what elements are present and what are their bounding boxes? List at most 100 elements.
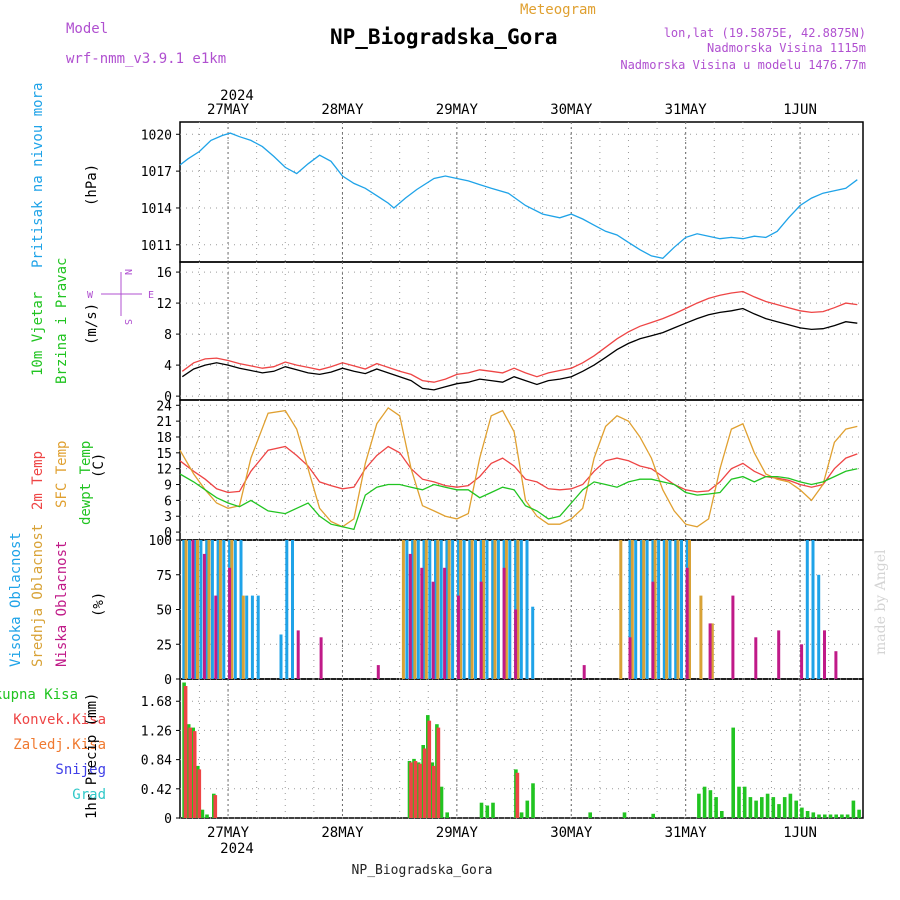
temp-ylabel-sfc: SFC Temp <box>54 441 70 508</box>
series-bar <box>642 540 646 679</box>
series-bar <box>851 800 856 818</box>
series-bar <box>184 540 188 679</box>
series-bar <box>662 540 666 679</box>
temp-ylabel-dewpt: dewpt Temp <box>78 441 94 525</box>
ytick-label: 0 <box>164 390 172 405</box>
series-bar <box>256 595 260 679</box>
series-bar <box>782 797 787 818</box>
series-line <box>179 407 858 528</box>
xtick-label-top: 30MAY <box>550 102 593 118</box>
series-bar <box>245 595 249 679</box>
series-bar <box>765 793 770 818</box>
series-bar <box>811 812 816 818</box>
series-bar <box>748 797 753 818</box>
series-bar <box>210 540 214 679</box>
series-bar <box>823 630 826 679</box>
ytick-label: 50 <box>156 604 172 619</box>
xtick-label-top: 29MAY <box>436 102 479 118</box>
series-bar <box>742 786 747 818</box>
series-bar <box>628 637 632 679</box>
legend-east: E <box>148 290 154 301</box>
series-bar <box>800 644 804 680</box>
series-bar <box>213 795 218 818</box>
series-bar <box>708 623 712 679</box>
series-bar <box>205 814 209 818</box>
series-bar <box>817 814 821 818</box>
series-bar <box>482 540 485 679</box>
series-bar <box>800 807 804 818</box>
panel-frames <box>179 121 864 819</box>
series-bar <box>516 540 520 679</box>
series-bar <box>408 553 412 679</box>
xtick-label-bottom: 31MAY <box>665 825 708 841</box>
elevation-text: Nadmorska Visina 1115m <box>707 41 866 55</box>
series-bar <box>485 805 490 818</box>
ytick-label: 25 <box>156 638 172 653</box>
series-bar <box>319 637 323 679</box>
legend-frozen-rain: Zaledj.Kisa <box>13 737 106 753</box>
series-bar <box>439 540 443 679</box>
model-name: wrf-nmm_v3.9.1 e1km <box>66 51 226 67</box>
grid-lines <box>180 122 863 819</box>
xtick-label-bottom: 27MAY <box>207 825 250 841</box>
temp-unit: (C) <box>91 453 107 478</box>
series-bar <box>474 540 477 679</box>
series-bar <box>634 540 638 679</box>
series-bar <box>456 595 460 679</box>
series-bar <box>754 637 758 679</box>
series-bar <box>708 790 713 818</box>
axis-labels: 1011101410171020048121603691215182124025… <box>141 102 817 841</box>
series-bar <box>737 786 741 818</box>
series-bar <box>657 540 661 679</box>
ytick-label: 15 <box>156 447 172 462</box>
panel-frame <box>179 121 864 263</box>
wind-ylabel-2: Brzina i Pravac <box>54 258 70 384</box>
series-bar <box>216 540 220 679</box>
series-bar <box>828 814 833 818</box>
series-bar <box>493 540 497 679</box>
series-bar <box>685 567 689 679</box>
series-bar <box>588 812 592 818</box>
series-bar <box>222 540 226 679</box>
ytick-label: 8 <box>164 328 172 343</box>
series-bar <box>432 765 436 818</box>
series-bar <box>470 540 474 679</box>
series-bar <box>413 761 418 818</box>
legend-total-rain: Ukupna Kisa <box>0 687 78 703</box>
series-bar <box>760 797 764 818</box>
series-bar <box>439 786 444 818</box>
series-bar <box>504 540 508 679</box>
series-bar <box>771 797 776 818</box>
cloud-ylabel-mid: Srednja Oblacnost <box>30 524 46 667</box>
series-bar <box>451 540 455 679</box>
legend-snow: Snijeg <box>55 762 106 778</box>
series-bar <box>434 540 437 679</box>
series-bar <box>645 540 649 679</box>
data-marks <box>179 132 861 819</box>
series-bar <box>731 595 735 679</box>
series-line <box>179 132 858 260</box>
series-bar <box>622 812 627 818</box>
legend-south: S <box>122 319 133 325</box>
series-bar <box>183 686 188 818</box>
series-bar <box>431 581 435 679</box>
legend-grad: Grad <box>72 787 106 803</box>
series-bar <box>250 595 254 679</box>
series-bar <box>207 540 211 679</box>
series-bar <box>688 540 691 679</box>
series-bar <box>823 814 827 818</box>
series-bar <box>845 814 850 818</box>
series-bar <box>525 800 530 818</box>
xtick-label-bottom: 28MAY <box>321 825 364 841</box>
series-bar <box>479 802 484 818</box>
series-bar <box>468 540 472 679</box>
wind-unit: (m/s) <box>84 303 100 345</box>
series-bar <box>233 540 237 679</box>
ytick-label: 24 <box>156 399 172 414</box>
series-bar <box>720 811 724 818</box>
series-bar <box>805 811 810 818</box>
coords-text: lon,lat (19.5875E, 42.8875N) <box>664 26 866 40</box>
series-bar <box>651 581 655 679</box>
legend-west: W <box>87 290 94 301</box>
